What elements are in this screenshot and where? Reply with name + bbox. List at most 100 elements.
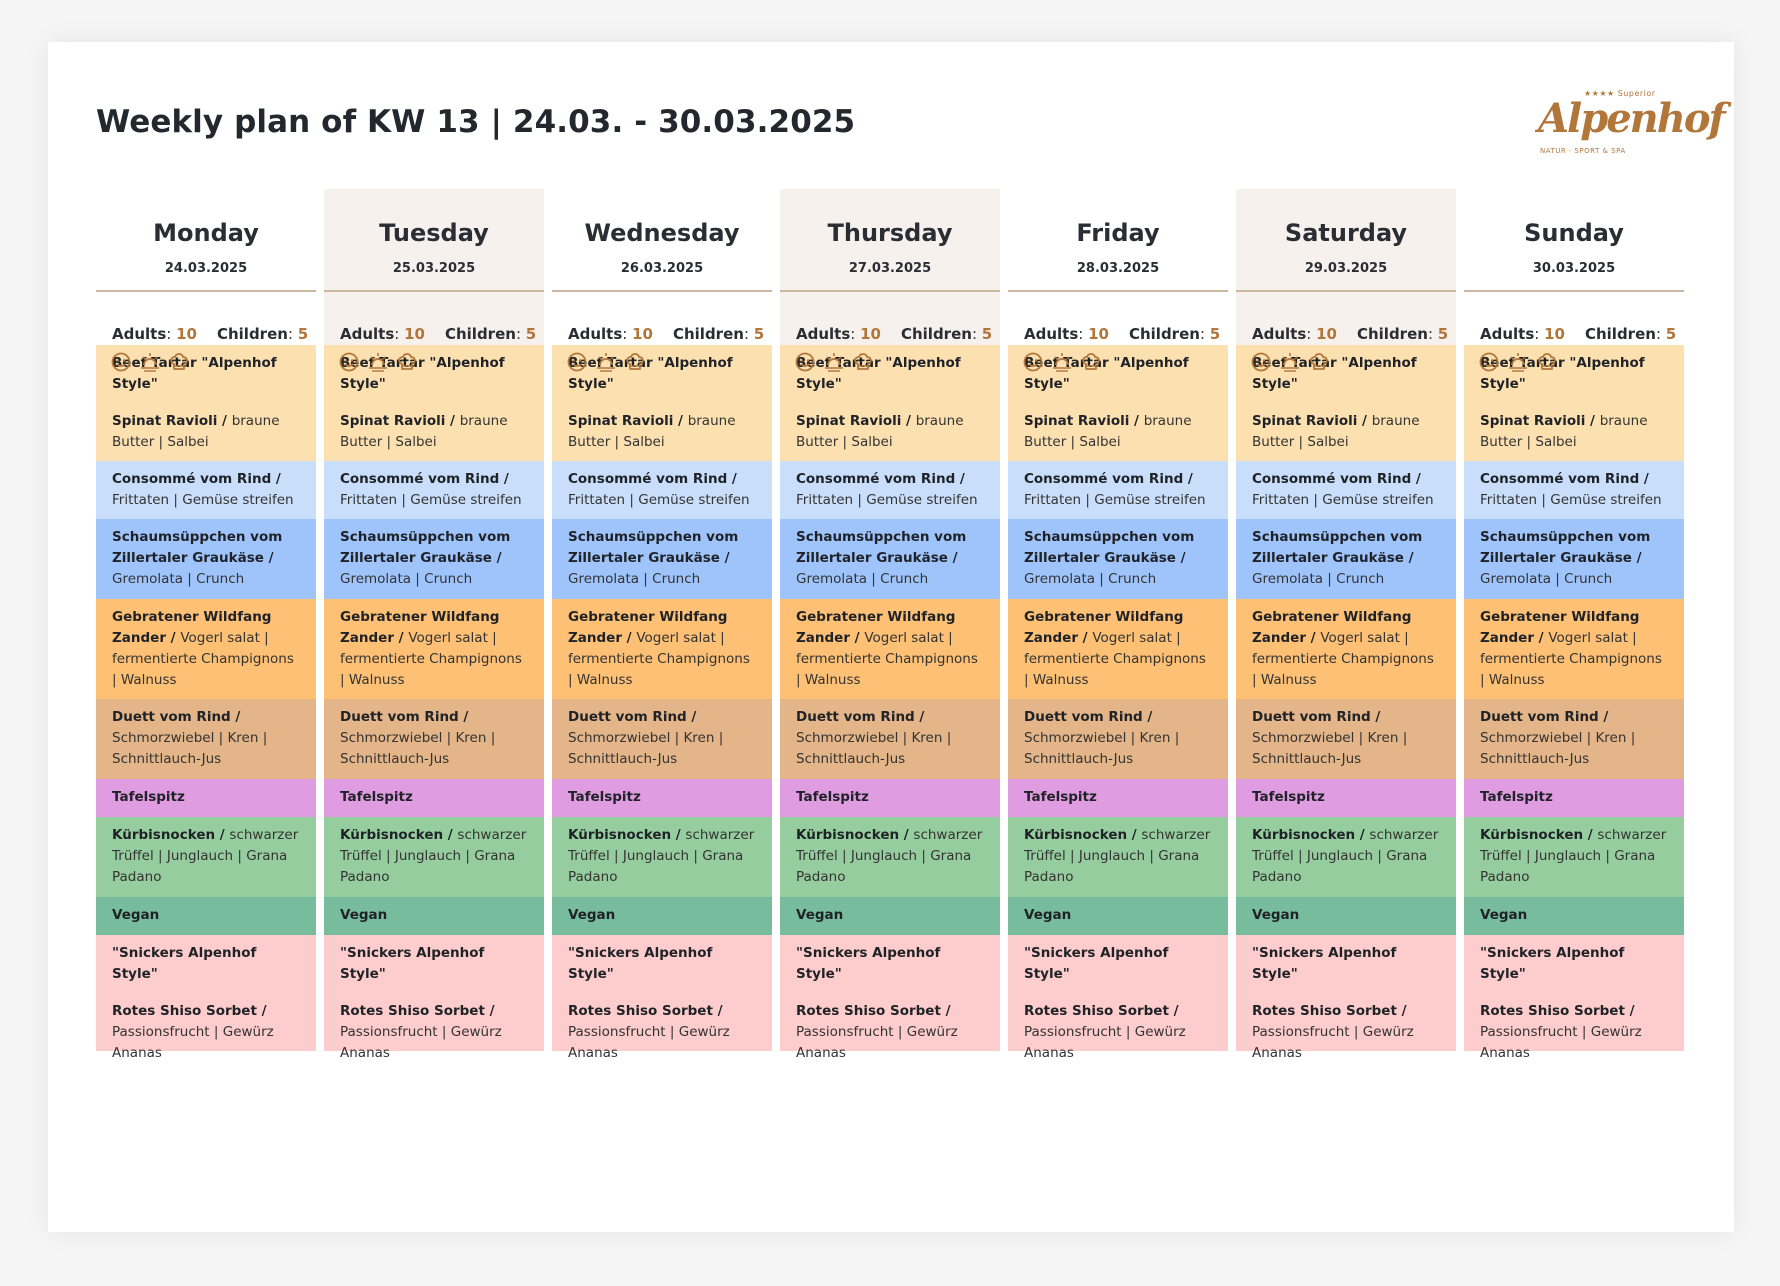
- dish: Tafelspitz: [1480, 787, 1668, 808]
- dish: Gebratener Wildfang Zander / Vogerl sala…: [112, 607, 300, 691]
- dish: Schaumsüppchen vom Zillertaler Graukäse …: [1480, 527, 1668, 590]
- menu-course: Vegan: [324, 897, 544, 935]
- dish: Spinat Ravioli / braune Butter | Salbei: [1480, 411, 1668, 453]
- children-count: 5: [1209, 325, 1221, 343]
- dish-description: Gremolata | Crunch: [1252, 571, 1385, 587]
- children-count: 5: [1665, 325, 1677, 343]
- dish: Kürbisnocken / schwarzer Trüffel | Jungl…: [796, 825, 984, 888]
- day-menu: Beef Tartar "Alpenhof Style" Spinat Ravio…: [1464, 345, 1684, 1061]
- dish-name: Spinat Ravioli /: [796, 413, 916, 429]
- sunrise-icon: [595, 351, 624, 372]
- menu-course: Kürbisnocken / schwarzer Trüffel | Jungl…: [96, 817, 316, 897]
- day-menu: Beef Tartar "Alpenhof Style" Spinat Ravio…: [1008, 345, 1228, 1061]
- dish: Duett vom Rind / Schmorzwiebel | Kren | …: [568, 707, 756, 770]
- children-label: Children: [1128, 325, 1200, 343]
- dish-description: braune Butter | Salbei: [1252, 413, 1420, 450]
- dish-description: Passionsfrucht | Gewürz Ananas: [340, 1024, 502, 1061]
- adults-count: 10: [1544, 325, 1565, 343]
- dish-name: Spinat Ravioli /: [1480, 413, 1600, 429]
- menu-course: Duett vom Rind / Schmorzwiebel | Kren | …: [552, 699, 772, 779]
- dish-description: Frittaten | Gemüse streifen: [796, 492, 978, 508]
- day-date: 28.03.2025: [1076, 261, 1160, 276]
- menu-course: Schaumsüppchen vom Zillertaler Graukäse …: [780, 519, 1000, 599]
- dish: Tafelspitz: [1024, 787, 1212, 808]
- dish-name: Consommé vom Rind /: [1024, 471, 1193, 487]
- dish: Tafelspitz: [796, 787, 984, 808]
- menu-course: Gebratener Wildfang Zander / Vogerl sala…: [780, 599, 1000, 699]
- dish: Spinat Ravioli / braune Butter | Salbei: [568, 411, 756, 453]
- dish-description: Schmorzwiebel | Kren | Schnittlauch-Jus: [112, 730, 268, 767]
- logo-stars: ★★★★ Superior: [1584, 89, 1656, 98]
- dish-description: Passionsfrucht | Gewürz Ananas: [796, 1024, 958, 1061]
- dish-name: Vegan: [568, 907, 616, 923]
- dish-name: Spinat Ravioli /: [568, 413, 688, 429]
- dish-name: Rotes Shiso Sorbet /: [1252, 1003, 1407, 1019]
- dish-name: Consommé vom Rind /: [1252, 471, 1421, 487]
- day-date: 25.03.2025: [392, 261, 476, 276]
- weekly-plan-sheet: Weekly plan of KW 13 | 24.03. - 30.03.20…: [48, 42, 1734, 1232]
- dish-description: Passionsfrucht | Gewürz Ananas: [112, 1024, 274, 1061]
- menu-course: Kürbisnocken / schwarzer Trüffel | Jungl…: [780, 817, 1000, 897]
- meal-icons: [110, 351, 197, 375]
- children-count: 5: [753, 325, 765, 343]
- dish-description: Frittaten | Gemüse streifen: [112, 492, 294, 508]
- menu-course: Consommé vom Rind / Frittaten | Gemüse s…: [552, 461, 772, 519]
- header-divider: [780, 290, 1000, 292]
- dish-description: Gremolata | Crunch: [112, 571, 245, 587]
- menu-course: Vegan: [1008, 897, 1228, 935]
- dish-name: Duett vom Rind /: [1480, 709, 1609, 725]
- dish-name: Kürbisnocken /: [1252, 827, 1370, 843]
- dish: Vegan: [340, 905, 528, 926]
- menu-course: Beef Tartar "Alpenhof Style" Spinat Ravio…: [1236, 345, 1456, 461]
- adults-count: 10: [860, 325, 881, 343]
- header-divider: [1464, 290, 1684, 292]
- day-header: Wednesday 26.03.2025: [552, 189, 772, 345]
- dish: Kürbisnocken / schwarzer Trüffel | Jungl…: [568, 825, 756, 888]
- menu-course: Tafelspitz: [1464, 779, 1684, 817]
- smiley-icon: [566, 351, 595, 372]
- children-count: 5: [297, 325, 309, 343]
- dish: Gebratener Wildfang Zander / Vogerl sala…: [1480, 607, 1668, 691]
- dish-description: Gremolata | Crunch: [568, 571, 701, 587]
- dish-name: Gebratener Wildfang Zander /: [1480, 609, 1640, 646]
- header-divider: [324, 290, 544, 292]
- meal-icons: [1022, 351, 1109, 375]
- dish-name: Rotes Shiso Sorbet /: [1480, 1003, 1635, 1019]
- day-name: Wednesday: [584, 219, 740, 247]
- chef-hat-icon: [852, 351, 881, 370]
- dish-name: Vegan: [1024, 907, 1072, 923]
- dish: Schaumsüppchen vom Zillertaler Graukäse …: [340, 527, 528, 590]
- dish-name: Duett vom Rind /: [1024, 709, 1153, 725]
- dish-description: Vogerl salat | fermentierte Champignons …: [1024, 630, 1206, 688]
- day-name: Sunday: [1524, 219, 1624, 247]
- dish-name: Tafelspitz: [796, 789, 869, 805]
- dish-description: Gremolata | Crunch: [340, 571, 473, 587]
- chef-hat-icon: [1080, 351, 1109, 370]
- dish: Schaumsüppchen vom Zillertaler Graukäse …: [1252, 527, 1440, 590]
- dish-name: Consommé vom Rind /: [568, 471, 737, 487]
- day-menu: Beef Tartar "Alpenhof Style" Spinat Ravio…: [96, 345, 316, 1061]
- dish-description: schwarzer Trüffel | Junglauch | Grana Pa…: [1252, 827, 1439, 885]
- sunrise-icon: [823, 351, 852, 372]
- dish: Gebratener Wildfang Zander / Vogerl sala…: [1252, 607, 1440, 691]
- dish-description: schwarzer Trüffel | Junglauch | Grana Pa…: [112, 827, 299, 885]
- guest-counts: Adults: 10 Children: 5: [796, 325, 993, 343]
- dish: Duett vom Rind / Schmorzwiebel | Kren | …: [112, 707, 300, 770]
- dish-name: Tafelspitz: [112, 789, 185, 805]
- menu-course: Gebratener Wildfang Zander / Vogerl sala…: [324, 599, 544, 699]
- day-date: 29.03.2025: [1304, 261, 1388, 276]
- dish: Spinat Ravioli / braune Butter | Salbei: [340, 411, 528, 453]
- dish: Consommé vom Rind / Frittaten | Gemüse s…: [1024, 469, 1212, 511]
- dish-description: schwarzer Trüffel | Junglauch | Grana Pa…: [568, 827, 755, 885]
- dish: Vegan: [112, 905, 300, 926]
- menu-course: Kürbisnocken / schwarzer Trüffel | Jungl…: [1236, 817, 1456, 897]
- chef-hat-icon: [1536, 351, 1565, 370]
- smiley-icon: [794, 351, 823, 372]
- sunrise-icon: [1279, 351, 1308, 372]
- dish: Schaumsüppchen vom Zillertaler Graukäse …: [1024, 527, 1212, 590]
- dish: Spinat Ravioli / braune Butter | Salbei: [1252, 411, 1440, 453]
- dish-name: Schaumsüppchen vom Zillertaler Graukäse …: [568, 529, 739, 566]
- sunrise-icon: [139, 351, 168, 372]
- smiley-icon: [1250, 351, 1279, 372]
